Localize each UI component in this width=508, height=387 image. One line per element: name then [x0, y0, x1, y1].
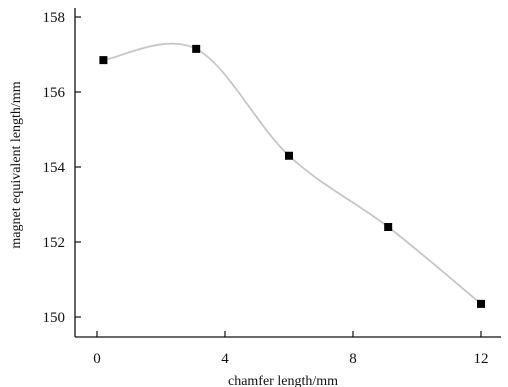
axes	[74, 8, 501, 338]
y-tick-label-158: 158	[43, 10, 66, 26]
series-line	[103, 42, 482, 305]
x-tick-label-8: 8	[349, 351, 357, 367]
y-tick-label-154: 154	[43, 160, 66, 176]
x-axis-label: chamfer length/mm	[228, 374, 338, 387]
data-point-4	[384, 223, 393, 231]
y-tick-label-150: 150	[43, 310, 66, 326]
y-axis-label: magnet equivalent length/mm	[9, 81, 24, 248]
x-tick-label-4: 4	[221, 351, 229, 367]
data-point-1	[99, 56, 108, 65]
series	[99, 42, 485, 308]
y-tick-label-152: 152	[43, 235, 66, 251]
x-tick-label-12: 12	[474, 351, 489, 367]
y-tick-label-156: 156	[43, 85, 66, 101]
data-point-2	[192, 44, 201, 53]
data-point-3	[285, 151, 293, 160]
ticks: 150 152 154 156 158 0 4 8 12	[43, 10, 489, 367]
data-point-5	[477, 299, 485, 308]
x-tick-label-0: 0	[93, 351, 101, 367]
